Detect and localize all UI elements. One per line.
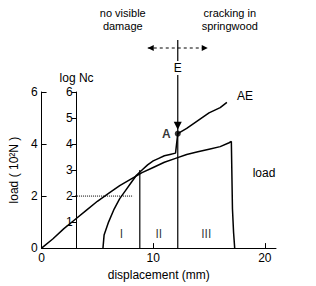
svg-text:6: 6 bbox=[66, 85, 73, 99]
svg-text:cracking in: cracking in bbox=[203, 7, 256, 19]
svg-text:3: 3 bbox=[66, 163, 73, 177]
svg-text:4: 4 bbox=[66, 137, 73, 151]
svg-text:displacement (mm): displacement (mm) bbox=[108, 268, 210, 282]
svg-text:0: 0 bbox=[31, 241, 38, 255]
svg-text:damage: damage bbox=[103, 20, 143, 32]
svg-text:III: III bbox=[201, 227, 211, 241]
svg-text:springwood: springwood bbox=[202, 20, 258, 32]
svg-text:4: 4 bbox=[31, 137, 38, 151]
svg-text:load: load bbox=[253, 166, 276, 180]
svg-text:5: 5 bbox=[66, 111, 73, 125]
svg-text:no visible: no visible bbox=[100, 7, 146, 19]
svg-text:II: II bbox=[155, 227, 162, 241]
svg-text:2: 2 bbox=[31, 189, 38, 203]
svg-text:log Nc: log Nc bbox=[60, 71, 94, 85]
svg-text:6: 6 bbox=[31, 85, 38, 99]
svg-text:1: 1 bbox=[65, 215, 73, 230]
svg-text:AE: AE bbox=[237, 89, 253, 103]
svg-text:A: A bbox=[162, 127, 171, 141]
svg-text:E: E bbox=[174, 61, 182, 75]
svg-text:0: 0 bbox=[38, 251, 45, 265]
svg-text:20: 20 bbox=[258, 251, 272, 265]
svg-text:10: 10 bbox=[147, 251, 161, 265]
svg-text:2: 2 bbox=[66, 189, 73, 203]
svg-text:load ( 10²N ): load ( 10²N ) bbox=[7, 137, 21, 204]
svg-text:I: I bbox=[120, 227, 123, 241]
